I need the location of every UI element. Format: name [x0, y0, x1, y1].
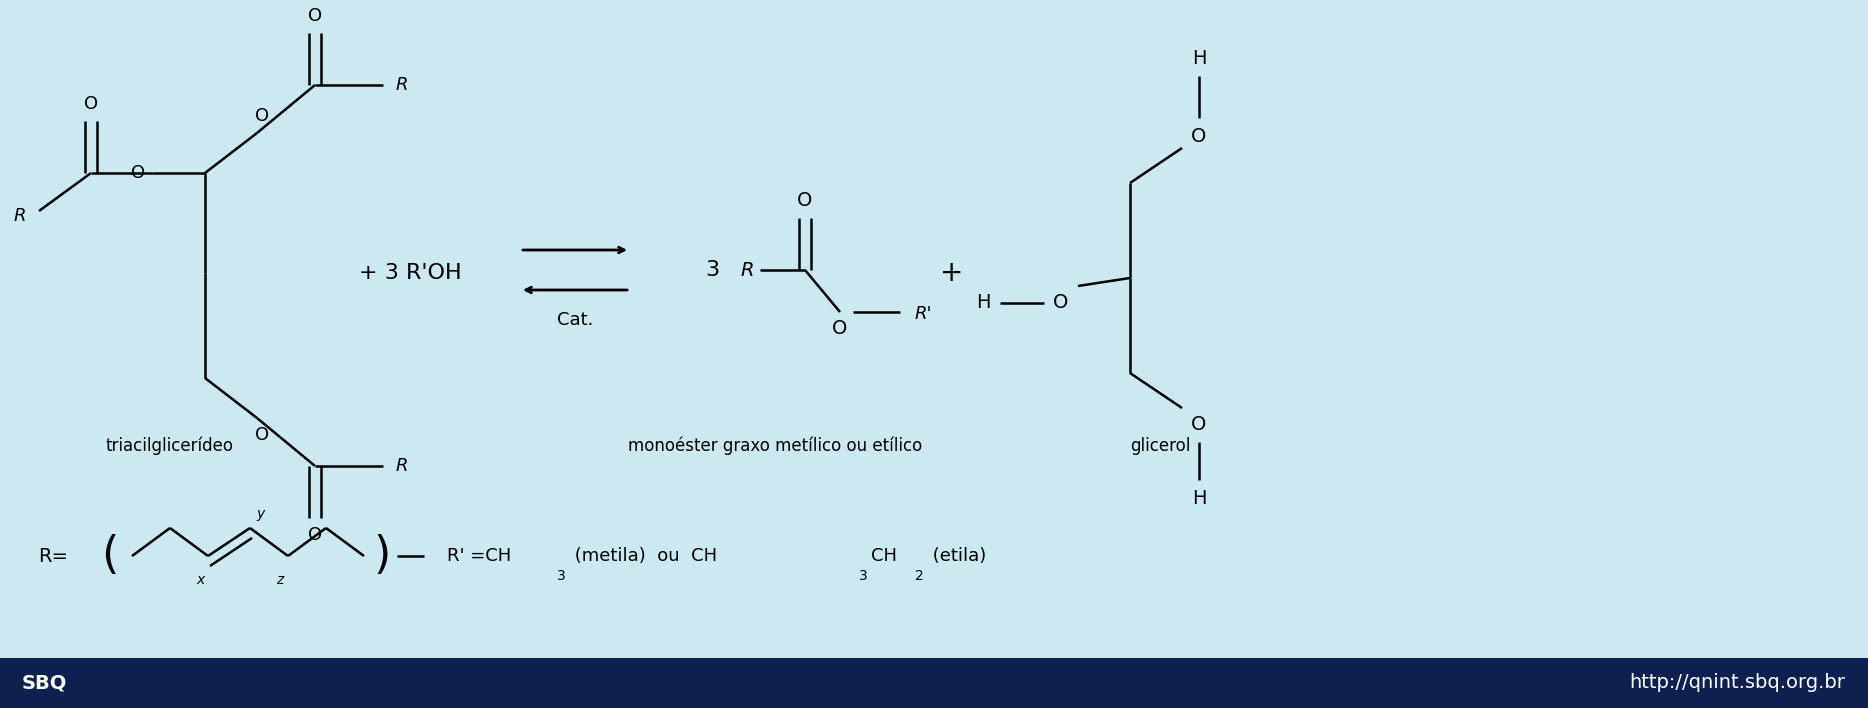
- Text: z: z: [276, 573, 284, 587]
- Text: +: +: [940, 259, 964, 287]
- Bar: [0, 658, 1868, 708]
- Text: O: O: [308, 7, 321, 25]
- Text: O: O: [254, 426, 269, 444]
- Text: O: O: [1192, 416, 1207, 435]
- Text: http://qnint.sbq.org.br: http://qnint.sbq.org.br: [1629, 673, 1846, 692]
- Text: R: R: [740, 261, 753, 280]
- Text: (metila)  ou  CH: (metila) ou CH: [570, 547, 717, 565]
- Text: (etila): (etila): [927, 547, 986, 565]
- Text: O: O: [1054, 294, 1068, 312]
- Text: 3: 3: [704, 260, 719, 280]
- Text: 3: 3: [859, 569, 869, 583]
- Text: CH: CH: [870, 547, 897, 565]
- Text: 2: 2: [915, 569, 925, 583]
- Text: O: O: [131, 164, 146, 182]
- Text: R: R: [396, 76, 409, 94]
- Text: R': R': [915, 305, 932, 323]
- Text: R: R: [396, 457, 409, 475]
- Text: O: O: [833, 319, 848, 338]
- Text: y: y: [256, 507, 263, 521]
- Text: monoéster graxo metílico ou etílico: monoéster graxo metílico ou etílico: [628, 437, 923, 455]
- Text: Cat.: Cat.: [557, 311, 594, 329]
- Text: SBQ: SBQ: [22, 673, 67, 692]
- Text: O: O: [308, 526, 321, 544]
- Text: O: O: [798, 191, 813, 210]
- Text: triacilglicerídeo: triacilglicerídeo: [105, 437, 234, 455]
- Text: O: O: [254, 107, 269, 125]
- Text: 3: 3: [557, 569, 566, 583]
- Text: O: O: [1192, 127, 1207, 146]
- Text: R=: R=: [37, 547, 67, 566]
- Text: ): ): [374, 535, 390, 578]
- Text: (: (: [101, 535, 120, 578]
- Text: R: R: [13, 207, 26, 225]
- Text: O: O: [84, 95, 97, 113]
- Text: H: H: [1192, 489, 1207, 508]
- Text: + 3 R'OH: + 3 R'OH: [359, 263, 461, 283]
- Text: R' =CH: R' =CH: [446, 547, 512, 565]
- Text: glicerol: glicerol: [1130, 437, 1190, 455]
- Text: H: H: [975, 294, 990, 312]
- Text: H: H: [1192, 49, 1207, 67]
- Text: x: x: [196, 573, 204, 587]
